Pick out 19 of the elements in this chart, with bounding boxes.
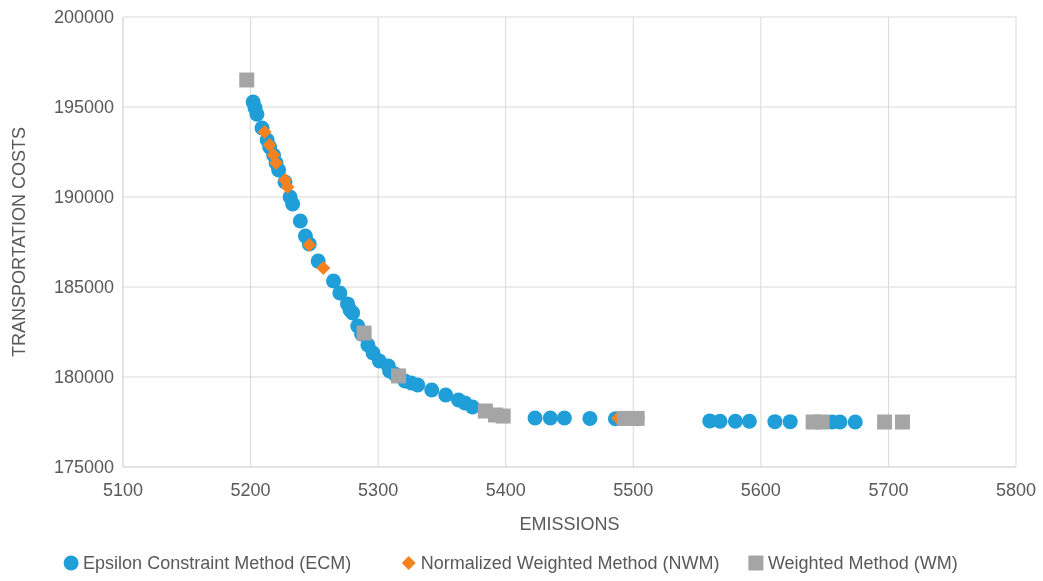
legend-label: Weighted Method (WM): [767, 553, 958, 573]
x-tick-label: 5700: [868, 480, 909, 500]
y-tick-label: 175000: [53, 457, 114, 478]
legend-label: Epsilon Constraint Method (ECM): [83, 553, 352, 573]
x-tick-label: 5300: [358, 480, 399, 500]
x-tick-label: 5500: [613, 480, 654, 500]
x-tick-label: 5600: [740, 480, 781, 500]
y-axis-title: TRANSPORTATION COSTS: [9, 126, 29, 358]
y-tick-label: 190000: [53, 187, 114, 208]
x-axis-title: EMISSIONS: [519, 514, 620, 534]
legend-label: Normalized Weighted Method (NWM): [420, 553, 720, 573]
y-tick-label: 180000: [53, 367, 114, 388]
y-tick-label: 200000: [53, 7, 114, 28]
x-tick-label: 5200: [230, 480, 271, 500]
x-tick-label: 5100: [102, 480, 144, 500]
y-tick-label: 185000: [53, 277, 114, 298]
y-tick-label: 195000: [53, 97, 114, 118]
x-tick-label: 5800: [995, 480, 1037, 500]
x-tick-label: 5400: [485, 480, 526, 500]
